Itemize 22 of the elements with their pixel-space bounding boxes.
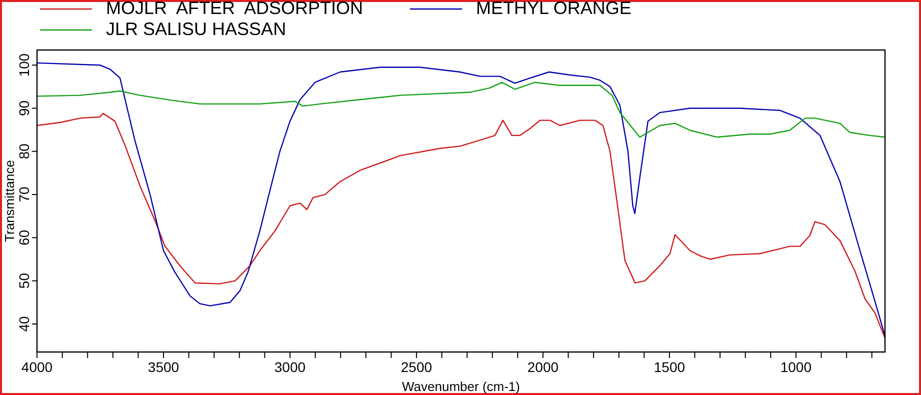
legend-label: JLR SALISU HASSAN bbox=[106, 19, 286, 39]
y-tick-label: 70 bbox=[16, 186, 32, 202]
line-series bbox=[36, 112, 886, 339]
line-series bbox=[36, 62, 886, 337]
x-tick-label: 4000 bbox=[21, 359, 53, 375]
x-tick-label: 3500 bbox=[148, 359, 180, 375]
legend-label: METHYL ORANGE bbox=[476, 0, 632, 18]
x-tick-label: 1000 bbox=[780, 359, 812, 375]
x-axis-title: Wavenumber (cm-1) bbox=[402, 379, 520, 394]
y-tick-label: 40 bbox=[16, 316, 32, 332]
x-tick-label: 1500 bbox=[654, 359, 686, 375]
y-axis-title: Transmittance bbox=[2, 160, 17, 242]
y-tick-label: 60 bbox=[16, 230, 32, 246]
y-tick-label: 90 bbox=[16, 100, 32, 116]
line-series bbox=[36, 82, 886, 138]
legend-label: MOJLR AFTER ADSORPTION bbox=[106, 0, 364, 18]
y-tick-label: 80 bbox=[16, 143, 32, 160]
x-tick-label: 2000 bbox=[527, 359, 559, 375]
y-tick-label: 50 bbox=[16, 272, 32, 289]
x-tick-label: 3000 bbox=[274, 359, 306, 375]
x-tick-label: 2500 bbox=[400, 359, 432, 375]
y-tick-label: 100 bbox=[16, 53, 32, 77]
